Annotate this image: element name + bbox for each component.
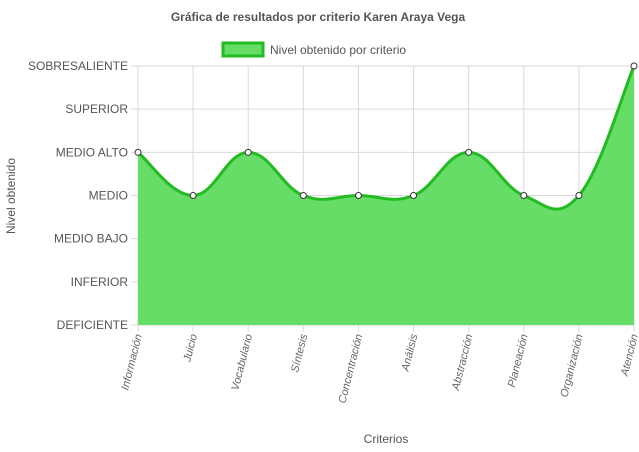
y-tick-label: INFERIOR — [71, 275, 129, 289]
y-axis-label: Nivel obtenido — [4, 158, 18, 234]
x-axis-label: Criterios — [364, 432, 409, 446]
x-tick-label: Vocabulario — [230, 333, 256, 392]
x-tick-label: Planeación — [506, 333, 531, 389]
y-tick-label: MEDIO ALTO — [56, 145, 128, 159]
area-layer — [137, 65, 636, 325]
x-tick-label: Síntesis — [289, 332, 310, 373]
x-axis-ticks: Información Juicio Vocabulario Síntesis Conc… — [119, 332, 639, 404]
x-tick-label: Abstracción — [450, 333, 476, 393]
series-area — [138, 66, 634, 325]
x-tick-label: Análisis — [399, 332, 420, 373]
series-line — [137, 65, 636, 211]
data-point[interactable] — [189, 192, 197, 199]
y-axis-ticks: DEFICIENTE INFERIOR MEDIO BAJO MEDIO MEDIO A… — [28, 59, 128, 332]
x-tick-label: Atención — [619, 333, 639, 378]
data-point[interactable] — [630, 62, 638, 70]
data-point[interactable] — [299, 192, 307, 199]
y-tick-label: DEFICIENTE — [57, 318, 128, 332]
data-point[interactable] — [520, 192, 528, 199]
x-tick-label: Organización — [558, 333, 585, 399]
data-point[interactable] — [410, 192, 418, 199]
legend-label: Nivel obtenido por criterio — [270, 43, 406, 57]
data-point[interactable] — [134, 148, 142, 156]
y-tick-label: MEDIO — [89, 189, 128, 203]
x-tick-label: Concentración — [337, 333, 366, 405]
y-tick-label: MEDIO BAJO — [54, 232, 128, 246]
data-point[interactable] — [354, 192, 362, 199]
x-tick-label: Información — [119, 333, 145, 392]
legend-swatch — [221, 41, 265, 58]
data-point[interactable] — [244, 148, 252, 156]
chart-title: Gráfica de resultados por criterio Karen… — [171, 10, 466, 24]
y-tick-label: SUPERIOR — [65, 102, 128, 116]
y-tick-label: SOBRESALIENTE — [28, 59, 128, 73]
data-points — [134, 62, 638, 199]
x-tick-label: Juicio — [181, 333, 200, 364]
legend[interactable]: Nivel obtenido por criterio — [221, 41, 406, 58]
data-point[interactable] — [575, 192, 583, 199]
data-point[interactable] — [465, 148, 473, 156]
